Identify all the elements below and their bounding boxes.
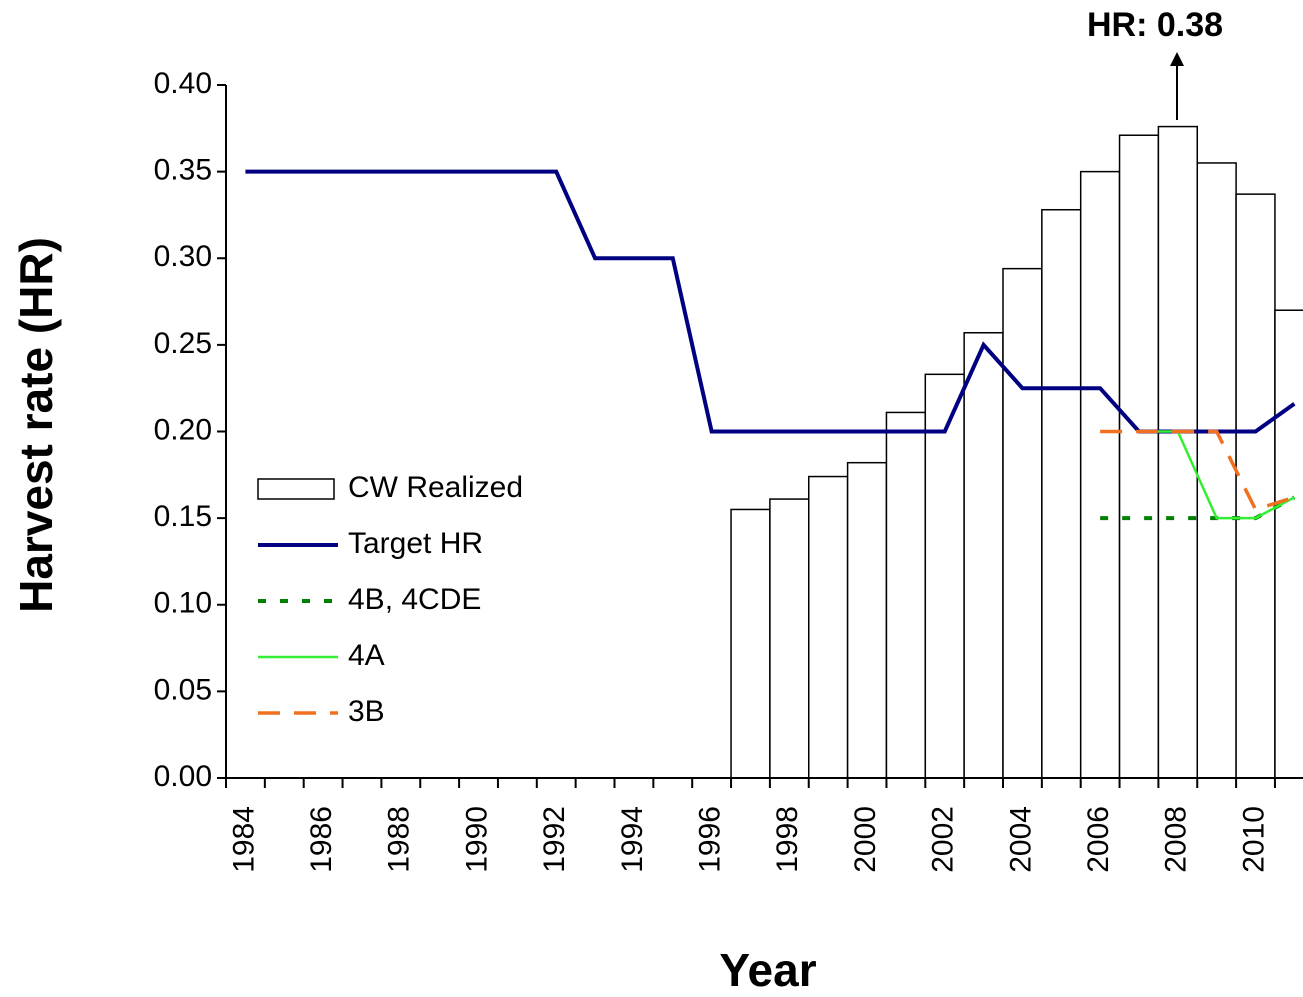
y-tick-label: 0.20 (154, 413, 212, 446)
bar (1196, 162, 1237, 779)
annotation: HR: 0.38 (1087, 6, 1223, 44)
x-tick-label: 2010 (1237, 806, 1270, 873)
line-series (245, 169, 1296, 434)
y-tick-label: 0.35 (154, 154, 212, 187)
x-tick-label: 2000 (849, 806, 882, 873)
bar (846, 461, 888, 779)
y-tick-label: 0.30 (154, 240, 212, 273)
bar (924, 373, 965, 779)
x-tick-label: 1996 (694, 806, 727, 873)
x-tick-label: 2008 (1160, 806, 1193, 873)
legend-swatch (257, 478, 335, 500)
y-tick-label: 0.10 (154, 587, 212, 620)
y-tick-label: 0.25 (154, 327, 212, 360)
x-tick-label: 1988 (383, 806, 416, 873)
bar (769, 498, 810, 779)
x-tick-label: 2002 (927, 806, 960, 873)
bar (1041, 208, 1082, 779)
y-tick-label: 0.40 (154, 67, 212, 100)
y-axis-label: Harvest rate (HR) (10, 237, 62, 613)
line-series (1138, 430, 1295, 520)
x-tick-label: 1998 (771, 806, 804, 873)
bar (1235, 193, 1276, 779)
annotation-arrowhead (1170, 52, 1184, 66)
legend-label: CW Realized (348, 471, 523, 504)
y-tick-label: 0.05 (154, 673, 212, 706)
bar (885, 411, 927, 779)
legend-label: 4B, 4CDE (348, 583, 481, 616)
bar (1157, 125, 1199, 779)
x-tick-label: 1994 (616, 806, 649, 873)
bar (963, 331, 1004, 779)
y-tick-label: 0.00 (154, 760, 212, 793)
y-tick-label: 0.15 (154, 500, 212, 533)
bar (1002, 267, 1043, 779)
bar (808, 475, 849, 779)
bar (1274, 309, 1303, 779)
bar (1079, 170, 1121, 779)
legend-label: 3B (348, 695, 385, 728)
x-axis-label: Year (719, 944, 816, 996)
x-tick-label: 2006 (1082, 806, 1115, 873)
x-tick-label: 1984 (227, 806, 260, 873)
bar (730, 508, 771, 779)
bar (1118, 134, 1160, 779)
x-tick-label: 1986 (305, 806, 338, 873)
legend-label: 4A (348, 639, 385, 672)
x-tick-label: 1990 (460, 806, 493, 873)
legend-label: Target HR (348, 527, 483, 560)
x-tick-label: 1992 (538, 806, 571, 873)
x-tick-label: 2004 (1004, 806, 1037, 873)
